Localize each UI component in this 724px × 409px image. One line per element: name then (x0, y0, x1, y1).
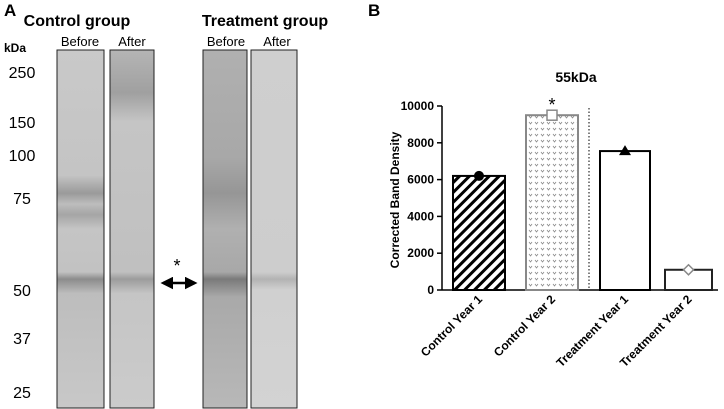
panel-a: A Control group Treatment group Before A… (4, 1, 328, 409)
blot-lane (202, 49, 248, 409)
marker-label: 150 (9, 115, 36, 132)
bar (452, 174, 506, 291)
lane-label: After (118, 34, 146, 49)
marker-label: 25 (13, 385, 31, 402)
annotation: * (548, 95, 555, 115)
y-axis-label: Corrected Band Density (388, 131, 402, 268)
marker-label: 100 (9, 148, 36, 165)
y-tick-label: 8000 (407, 136, 434, 150)
marker-label: 50 (13, 283, 31, 300)
marker-labels: 250 150 100 75 50 37 25 (9, 65, 36, 402)
annotation: * (173, 256, 180, 276)
point-marker (474, 170, 484, 181)
x-tick-label: Control Year 1 (418, 292, 486, 360)
x-tick-label: Control Year 2 (491, 292, 559, 360)
point-marker (546, 109, 558, 121)
marker-label: 250 (9, 65, 36, 82)
lane-label: Before (207, 34, 245, 49)
blot-lane (109, 49, 155, 409)
group-label: Treatment group (202, 13, 328, 30)
unit-label: kDa (4, 41, 26, 55)
y-tick-label: 0 (427, 283, 434, 297)
lane-label: After (263, 34, 291, 49)
point-marker (682, 263, 695, 276)
y-tick-label: 4000 (407, 209, 434, 223)
blot-lane (56, 49, 105, 409)
y-tick-label: 10000 (401, 99, 435, 113)
y-tick-label: 2000 (407, 246, 434, 260)
lane-label: Before (61, 34, 99, 49)
panel-b: B 55kDa Corrected Band Density 0 2000 4000… (368, 1, 718, 370)
marker-label: 37 (13, 331, 31, 348)
panel-label: A (4, 1, 16, 20)
bar (599, 150, 651, 291)
bar (525, 114, 579, 291)
point-marker (619, 145, 631, 156)
group-label: Control group (24, 13, 131, 30)
panel-label: B (368, 1, 380, 20)
blot-lane (250, 49, 298, 409)
marker-label: 75 (13, 191, 31, 208)
y-tick-label: 6000 (407, 173, 434, 187)
chart-title: 55kDa (555, 69, 596, 85)
